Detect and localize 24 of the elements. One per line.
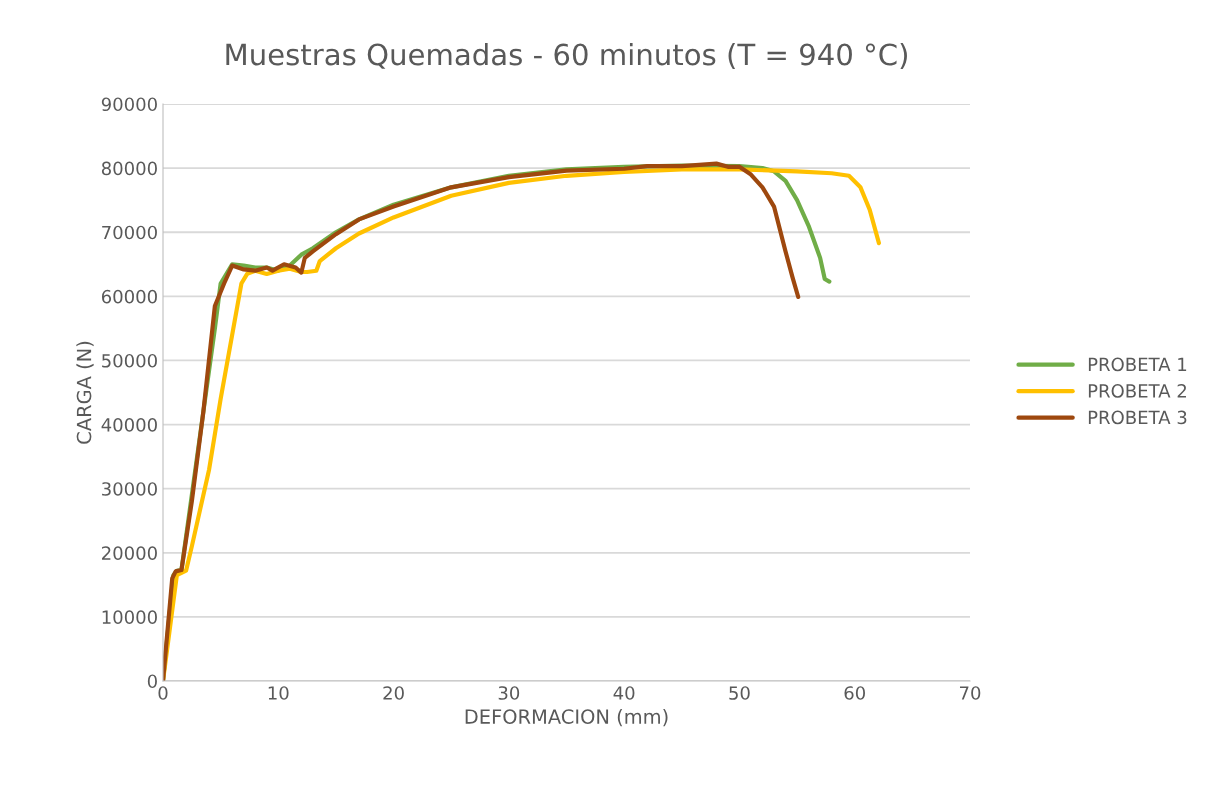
y-tick-label: 60000 (101, 289, 157, 304)
x-tick-label: 20 (383, 686, 404, 700)
y-tick-label: 70000 (102, 225, 157, 240)
y-tick-label: 10000 (102, 610, 157, 625)
x-tick-label: 50 (729, 686, 750, 700)
x-tick-label: 40 (613, 686, 635, 700)
legend-label: PROBETA 1 (1088, 357, 1187, 372)
y-axis-title: CARGA (N) (76, 341, 94, 444)
y-tick-label: 80000 (101, 161, 157, 176)
x-tick-label: 0 (158, 686, 168, 700)
y-tick-label: 50000 (102, 353, 157, 368)
legend-label: PROBETA 2 (1088, 384, 1186, 398)
y-tick-label: 20000 (102, 546, 157, 560)
x-tick-label: 10 (268, 686, 289, 700)
chart-title: Muestras Quemadas - 60 minutos (T = 940 °C) (226, 42, 907, 69)
y-tick-label: 40000 (101, 418, 157, 432)
x-tick-label: 70 (959, 686, 981, 700)
y-tick-label: 0 (147, 674, 157, 689)
y-tick-label: 90000 (101, 97, 157, 112)
x-axis-title: DEFORMACION (mm) (465, 708, 668, 727)
y-tick-label: 30000 (102, 482, 157, 496)
x-tick-label: 60 (844, 686, 865, 700)
legend-label: PROBETA 3 (1088, 410, 1187, 425)
x-tick-label: 30 (498, 686, 520, 700)
